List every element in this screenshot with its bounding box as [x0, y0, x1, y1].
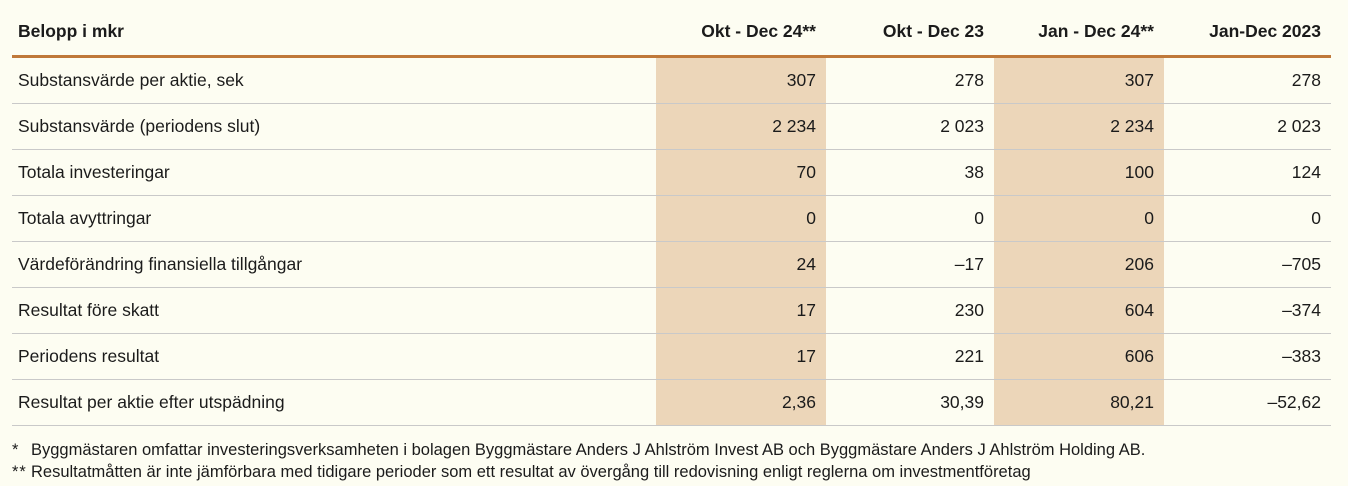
cell-value: 17	[656, 287, 826, 334]
footnote-text: Resultatmåtten är inte jämförbara med ti…	[31, 463, 1031, 481]
footnote-line: ** Resultatmåtten är inte jämförbara med …	[12, 461, 1331, 483]
cell-value: –17	[826, 241, 994, 288]
cell-value: 24	[656, 241, 826, 288]
cell-value: 2 234	[656, 103, 826, 150]
cell-value: 206	[994, 241, 1164, 288]
table-row: Substansvärde (periodens slut) 2 234 2 023…	[12, 103, 1331, 150]
cell-value: 604	[994, 287, 1164, 334]
cell-value: 221	[826, 333, 994, 380]
footnote-marker: *	[12, 441, 20, 459]
header-period-column: Okt - Dec 23	[826, 10, 994, 58]
cell-value: 0	[994, 195, 1164, 242]
table-row: Resultat före skatt 17 230 604 –374	[12, 287, 1331, 334]
footnotes: * Byggmästaren omfattar investeringsverks…	[12, 439, 1331, 483]
header-row: Belopp i mkr Okt - Dec 24** Okt - Dec 23 J…	[12, 10, 1331, 58]
cell-value: 278	[1164, 56, 1331, 104]
cell-value: –383	[1164, 333, 1331, 380]
cell-value: 2,36	[656, 379, 826, 426]
cell-value: 2 234	[994, 103, 1164, 150]
cell-value: 0	[826, 195, 994, 242]
header-period-column: Jan - Dec 24**	[994, 10, 1164, 58]
cell-value: 38	[826, 149, 994, 196]
table-row: Substansvärde per aktie, sek 307 278 307 278	[12, 56, 1331, 104]
header-period-column: Okt - Dec 24**	[656, 10, 826, 58]
header-period-column: Jan-Dec 2023	[1164, 10, 1331, 58]
row-label: Värdeförändring finansiella tillgångar	[12, 241, 656, 288]
footnote-text: Byggmästaren omfattar investeringsverksa…	[31, 441, 1146, 459]
row-label: Periodens resultat	[12, 333, 656, 380]
cell-value: 606	[994, 333, 1164, 380]
table-row: Värdeförändring finansiella tillgångar 24…	[12, 241, 1331, 288]
table-row: Totala investeringar 70 38 100 124	[12, 149, 1331, 196]
cell-value: 307	[994, 56, 1164, 104]
table-body: Substansvärde per aktie, sek 307 278 307 278…	[12, 56, 1331, 426]
table-row: Periodens resultat 17 221 606 –383	[12, 333, 1331, 380]
row-label: Substansvärde (periodens slut)	[12, 103, 656, 150]
header-label-column: Belopp i mkr	[12, 10, 656, 58]
cell-value: 278	[826, 56, 994, 104]
cell-value: 2 023	[1164, 103, 1331, 150]
footnote-line: * Byggmästaren omfattar investeringsverks…	[12, 439, 1331, 461]
footnote-marker: **	[12, 463, 27, 481]
cell-value: –374	[1164, 287, 1331, 334]
cell-value: 124	[1164, 149, 1331, 196]
table-header: Belopp i mkr Okt - Dec 24** Okt - Dec 23 J…	[12, 10, 1331, 58]
row-label: Substansvärde per aktie, sek	[12, 56, 656, 104]
row-label: Resultat per aktie efter utspädning	[12, 379, 656, 426]
row-label: Resultat före skatt	[12, 287, 656, 334]
cell-value: 70	[656, 149, 826, 196]
cell-value: 30,39	[826, 379, 994, 426]
cell-value: 0	[1164, 195, 1331, 242]
row-label: Totala investeringar	[12, 149, 656, 196]
cell-value: –705	[1164, 241, 1331, 288]
key-figures-table: Belopp i mkr Okt - Dec 24** Okt - Dec 23 J…	[12, 10, 1331, 426]
cell-value: 100	[994, 149, 1164, 196]
cell-value: 80,21	[994, 379, 1164, 426]
cell-value: –52,62	[1164, 379, 1331, 426]
cell-value: 2 023	[826, 103, 994, 150]
cell-value: 17	[656, 333, 826, 380]
cell-value: 230	[826, 287, 994, 334]
cell-value: 0	[656, 195, 826, 242]
row-label: Totala avyttringar	[12, 195, 656, 242]
cell-value: 307	[656, 56, 826, 104]
table-row: Resultat per aktie efter utspädning 2,36 3…	[12, 379, 1331, 426]
table-row: Totala avyttringar 0 0 0 0	[12, 195, 1331, 242]
key-figures-report: Belopp i mkr Okt - Dec 24** Okt - Dec 23 J…	[12, 10, 1331, 483]
